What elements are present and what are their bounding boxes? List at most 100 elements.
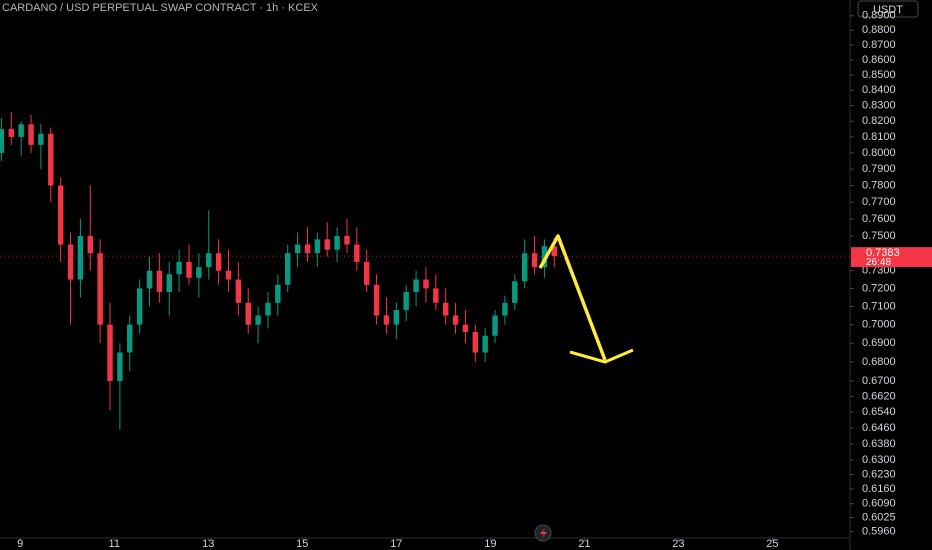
candle-body: [28, 124, 34, 145]
candle-body: [57, 185, 64, 245]
candle-body: [462, 324, 469, 333]
y-tick-label: 0.7800: [862, 179, 896, 191]
y-tick-label: 0.8100: [862, 131, 896, 143]
x-tick-label: 21: [578, 538, 590, 550]
candle-body: [304, 244, 311, 254]
y-tick-label: 0.8600: [862, 54, 896, 66]
candle-body: [156, 270, 163, 292]
candle-body: [77, 235, 84, 280]
candle-body: [275, 284, 281, 303]
candle-body: [215, 253, 222, 271]
candle-body: [265, 302, 271, 316]
price-tag-label: 0.7383: [866, 247, 900, 259]
candle-body: [324, 239, 330, 250]
candle-body: [127, 324, 133, 353]
candle-body: [87, 235, 93, 254]
x-tick-label: 17: [390, 538, 402, 550]
y-tick-label: 0.7000: [862, 319, 896, 331]
y-tick-label: 0.8500: [862, 69, 896, 81]
candle-body: [255, 315, 261, 325]
y-tick-label: 0.7600: [862, 213, 896, 225]
candle-body: [521, 253, 528, 282]
candle-body: [423, 279, 429, 289]
x-tick-label: 23: [672, 538, 684, 550]
candle-body: [166, 274, 172, 292]
x-tick-label: 15: [296, 538, 308, 550]
y-tick-label: 0.7100: [862, 300, 896, 312]
y-tick-label: 0.8400: [862, 84, 896, 96]
candle-body: [38, 133, 44, 145]
price-tag: [851, 247, 932, 268]
arrow-head: [569, 348, 634, 364]
x-tick-label: 13: [202, 538, 214, 550]
y-tick-label: 0.6620: [862, 390, 896, 402]
candle-body: [48, 133, 54, 186]
candle-body: [136, 288, 143, 325]
y-tick-label: 0.6900: [862, 337, 896, 349]
candle-body: [452, 315, 459, 325]
candle-body: [245, 302, 251, 325]
candle-body: [472, 332, 479, 353]
candle-body: [512, 281, 518, 303]
candles: [0, 111, 558, 430]
y-tick-label: 0.7200: [862, 282, 896, 294]
candle-body: [531, 253, 538, 268]
y-tick-label: 0.7900: [862, 163, 896, 175]
candle-body: [482, 335, 488, 353]
candle-body: [0, 129, 5, 153]
countdown: 26:48: [866, 257, 891, 268]
candle-body: [502, 302, 508, 316]
y-tick-label: 0.5960: [862, 525, 896, 537]
candle-body: [196, 267, 202, 278]
candle-body: [393, 310, 400, 325]
currency-label[interactable]: USDT: [873, 4, 903, 16]
candle-body: [186, 261, 192, 278]
candle-body: [334, 235, 340, 250]
y-tick-label: 0.7500: [862, 230, 896, 242]
candle-body: [294, 244, 301, 254]
candle-body: [354, 244, 360, 262]
x-tick-label: 19: [484, 538, 496, 550]
y-tick-label: 0.6160: [862, 483, 896, 495]
drawing-arrow: [538, 234, 634, 364]
candle-body: [67, 244, 74, 280]
y-tick-label: 0.8200: [862, 115, 896, 127]
candle-body: [344, 235, 350, 245]
y-tick-label: 0.6230: [862, 468, 896, 480]
candle-body: [225, 270, 232, 280]
candle-body: [363, 261, 370, 285]
candle-body: [206, 253, 212, 268]
candle-body: [314, 239, 321, 254]
y-tick-label: 0.8800: [862, 24, 896, 36]
y-tick-label: 0.6460: [862, 422, 896, 434]
candle-body: [433, 288, 439, 303]
candle-body: [235, 279, 242, 303]
candle-body: [403, 291, 409, 311]
candle-body: [442, 302, 449, 316]
x-tick-label: 25: [766, 538, 778, 550]
candle-body: [551, 246, 558, 257]
y-tick-label: 0.6380: [862, 438, 896, 450]
y-tick-label: 0.8300: [862, 99, 896, 111]
y-tick-label: 0.8700: [862, 39, 896, 51]
candle-body: [8, 129, 14, 137]
chart-title: CARDANO / USD PERPETUAL SWAP CONTRACT · …: [2, 2, 319, 14]
y-tick-label: 0.6800: [862, 356, 896, 368]
y-tick-label: 0.6025: [862, 511, 896, 523]
x-tick-label: 11: [109, 538, 120, 550]
lightning: [540, 528, 547, 539]
currency-button[interactable]: [857, 0, 919, 18]
candle-body: [146, 270, 153, 289]
y-tick-label: 0.7300: [862, 265, 896, 277]
candle-body: [117, 352, 123, 381]
candle-body: [97, 253, 103, 325]
candle-body: [107, 324, 113, 381]
y-tick-label: 0.6700: [862, 375, 896, 387]
candle-body: [18, 124, 24, 137]
candle-body: [383, 315, 390, 325]
arrow-line: [538, 234, 607, 361]
y-tick-label: 0.7700: [862, 196, 896, 208]
candle-body: [176, 261, 182, 275]
